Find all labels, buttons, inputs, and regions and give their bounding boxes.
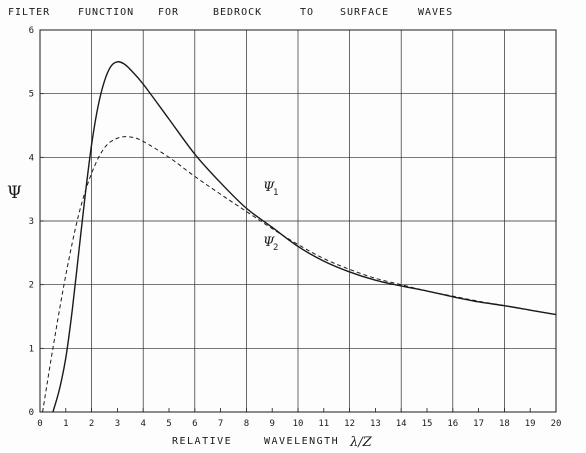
x-axis-label-word: WAVELENGTH xyxy=(264,436,339,447)
chart-title-word: FUNCTION xyxy=(78,7,134,18)
x-tick-label: 17 xyxy=(473,419,484,429)
x-tick-label: 11 xyxy=(318,419,329,429)
x-tick-label: 20 xyxy=(551,419,562,429)
x-axis-label-word: RELATIVE xyxy=(172,436,232,447)
x-axis-label-symbol: λ/Z xyxy=(349,435,373,450)
x-tick-label: 18 xyxy=(499,419,510,429)
x-tick-label: 9 xyxy=(269,419,274,429)
x-tick-label: 8 xyxy=(244,419,249,429)
x-tick-label: 3 xyxy=(115,419,120,429)
chart-title: FILTER FUNCTION FOR BEDROCK TO SURFACE WAVES xyxy=(8,7,453,18)
x-tick-label: 4 xyxy=(140,419,145,429)
series-label-subscript: 2 xyxy=(273,243,278,253)
chart-title-word: FILTER xyxy=(8,7,50,18)
x-tick-label: 7 xyxy=(218,419,223,429)
x-tick-label: 10 xyxy=(293,419,304,429)
x-tick-label: 19 xyxy=(525,419,536,429)
y-tick-label: 0 xyxy=(29,408,34,418)
x-tick-label: 12 xyxy=(344,419,355,429)
series-label-subscript: 1 xyxy=(273,188,278,198)
series-line-2 xyxy=(42,136,557,413)
y-tick-label: 1 xyxy=(29,344,34,354)
y-tick-label: 2 xyxy=(29,281,34,291)
x-tick-label: 5 xyxy=(166,419,171,429)
chart-title-word: BEDROCK xyxy=(213,7,262,18)
x-tick-label: 15 xyxy=(422,419,433,429)
x-tick-label: 6 xyxy=(192,419,197,429)
series-label-2: Ψ xyxy=(263,235,275,250)
x-tick-label: 16 xyxy=(447,419,458,429)
x-tick-label: 13 xyxy=(370,419,381,429)
x-tick-label: 14 xyxy=(396,419,407,429)
chart-title-word: SURFACE xyxy=(340,7,389,18)
chart-grid xyxy=(39,29,557,413)
series-label-1: Ψ xyxy=(263,180,275,195)
chart-series xyxy=(42,61,557,413)
chart-title-word: TO xyxy=(300,7,314,18)
x-tick-label: 1 xyxy=(63,419,68,429)
y-tick-label: 3 xyxy=(29,217,34,227)
x-tick-label: 0 xyxy=(37,419,42,429)
x-tick-label: 2 xyxy=(89,419,94,429)
series-line-1 xyxy=(52,61,557,413)
series-1 xyxy=(52,61,557,413)
y-axis-ticks: 0 1 2 3 4 5 6 xyxy=(29,26,44,418)
series-2 xyxy=(42,136,557,413)
chart-title-word: WAVES xyxy=(418,7,453,18)
y-tick-label: 5 xyxy=(29,90,34,100)
y-tick-label: 6 xyxy=(29,26,34,36)
y-tick-label: 4 xyxy=(29,153,34,163)
chart-title-word: FOR xyxy=(158,7,179,18)
x-axis-ticks: 0 1 2 3 4 5 6 7 8 9 10 11 12 13 14 15 16 17 18 19 20 xyxy=(37,408,561,429)
y-axis-label: Ψ xyxy=(7,183,22,203)
